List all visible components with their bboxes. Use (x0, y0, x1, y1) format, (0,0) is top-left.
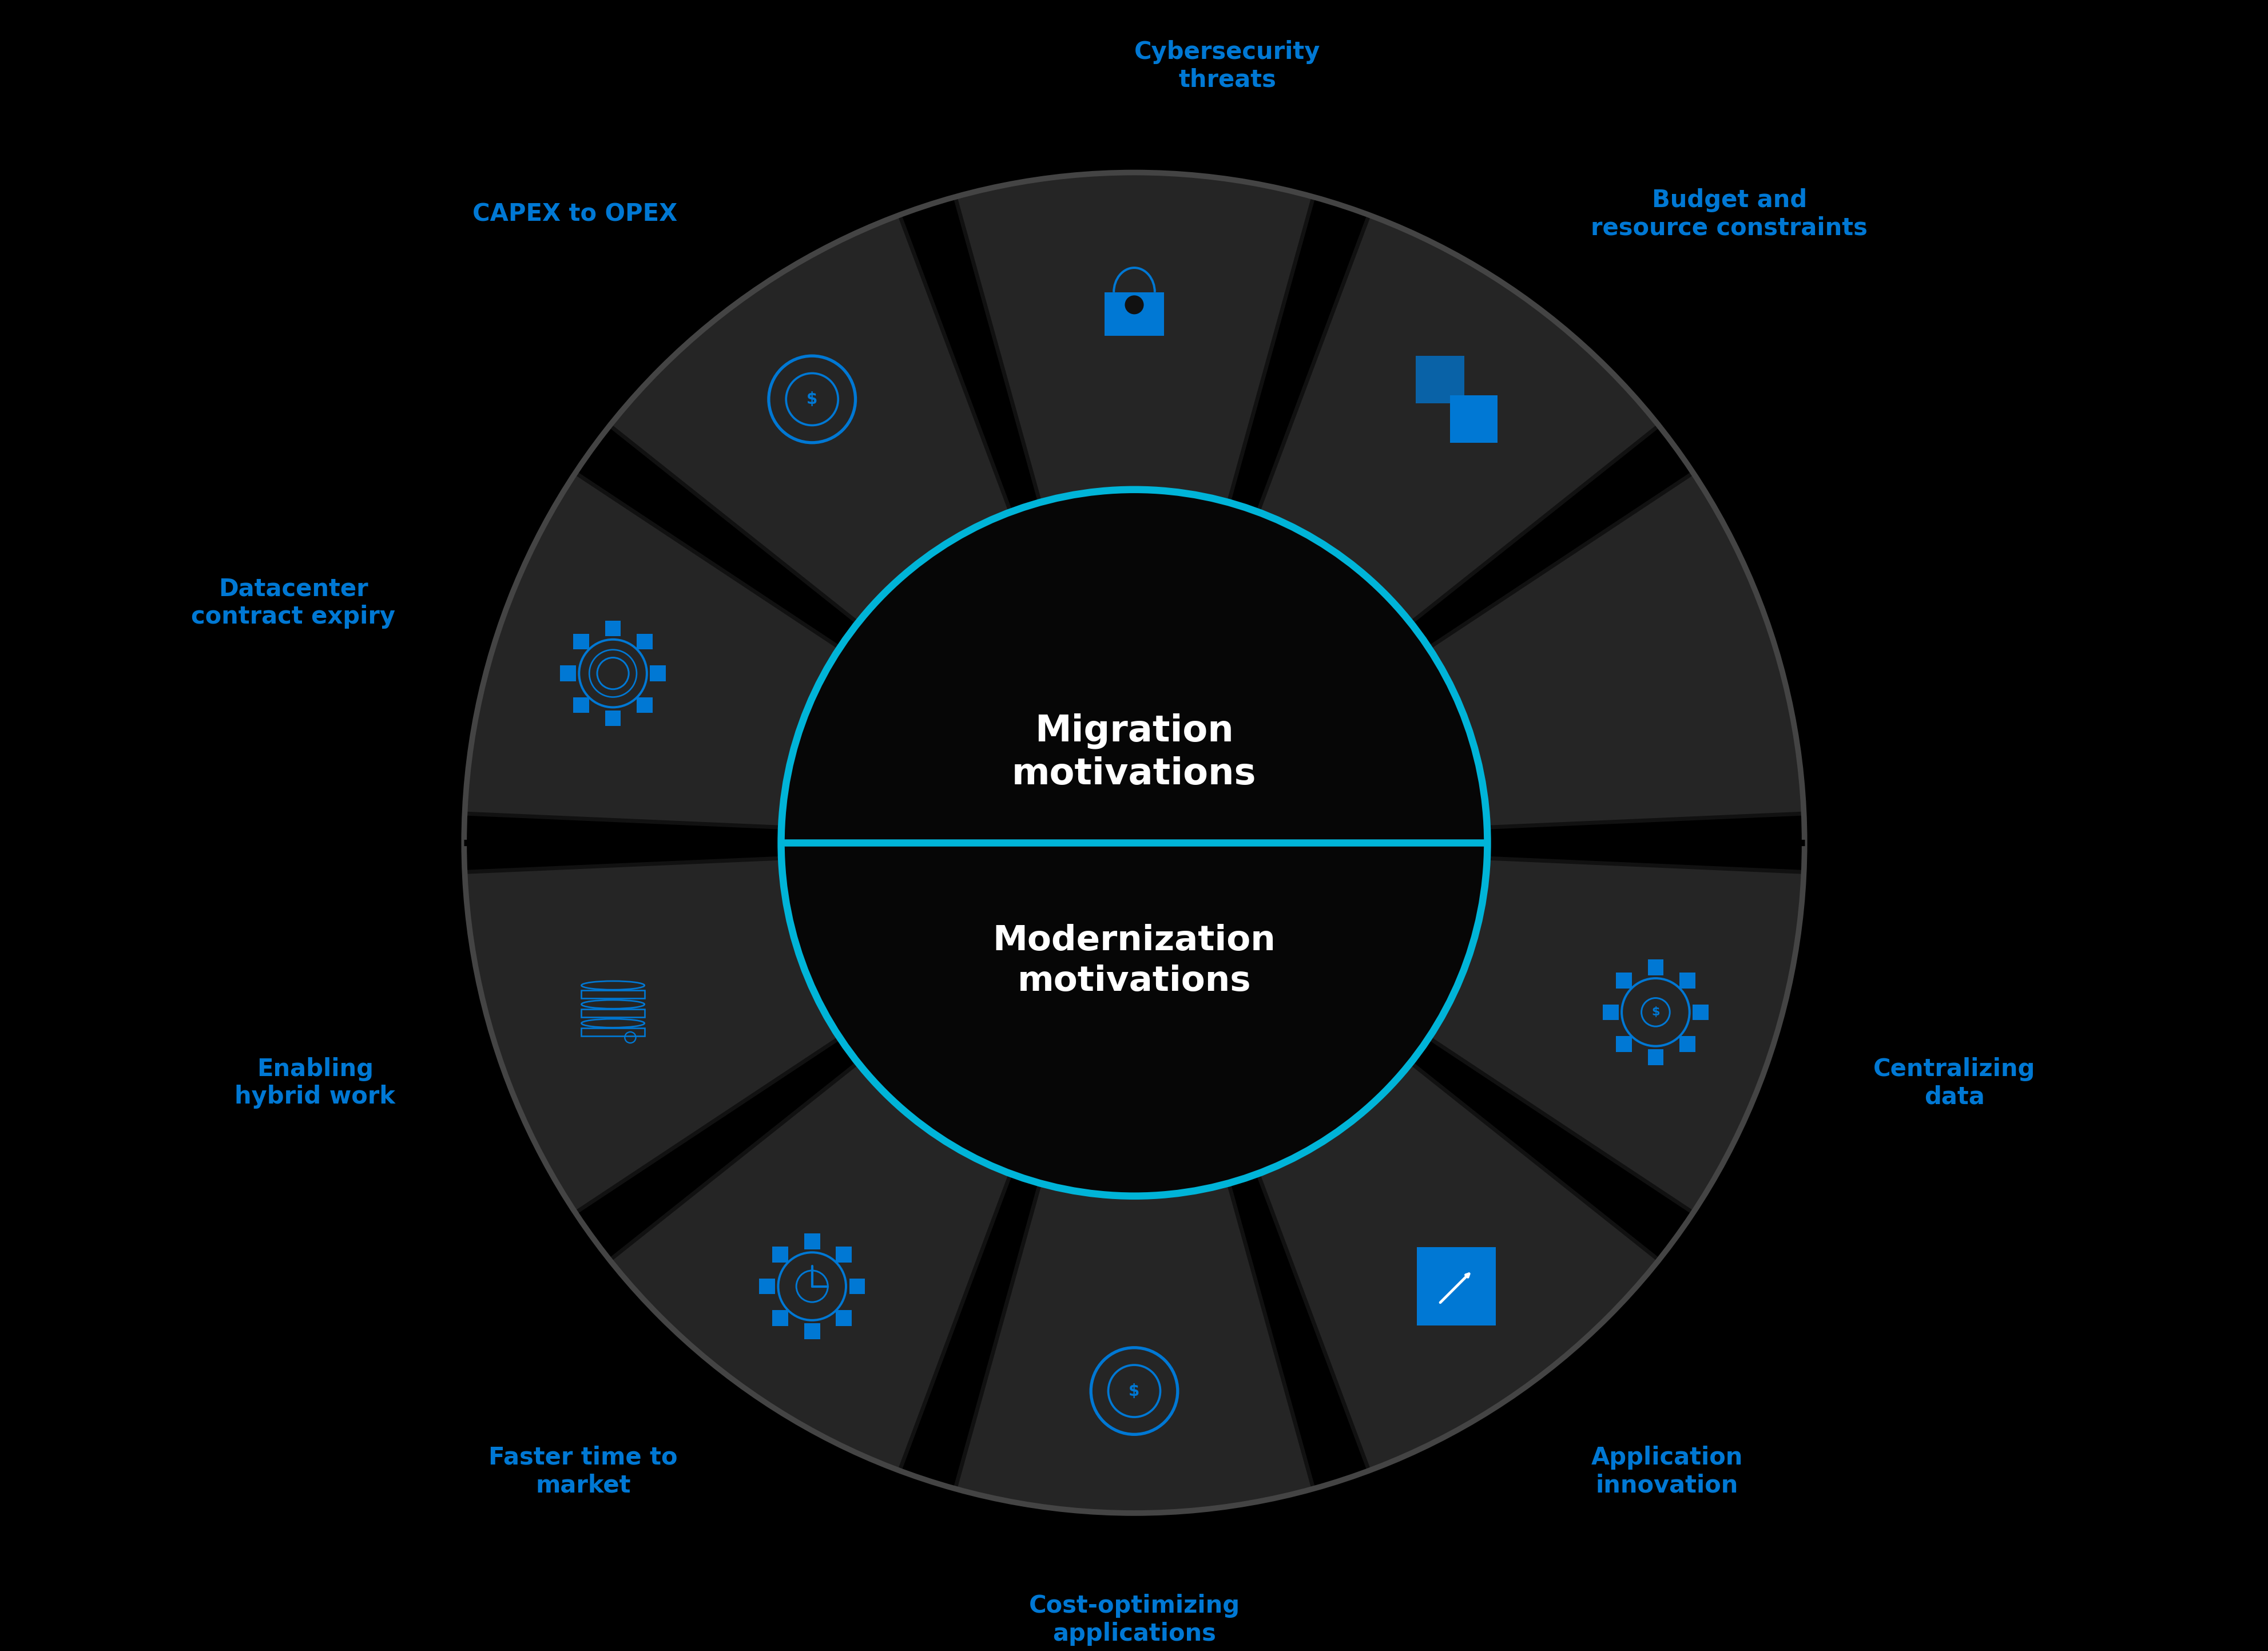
Circle shape (1125, 296, 1143, 314)
Text: Enabling
hybrid work: Enabling hybrid work (234, 1057, 395, 1109)
Bar (1418, 1247, 1495, 1326)
Wedge shape (465, 859, 839, 1213)
Wedge shape (1429, 472, 1803, 827)
Text: Datacenter
contract expiry: Datacenter contract expiry (191, 576, 395, 629)
Bar (803, 1233, 819, 1250)
Bar (771, 1247, 787, 1263)
Text: Migration
motivations: Migration motivations (1012, 713, 1256, 791)
Wedge shape (1259, 1063, 1658, 1471)
Bar (606, 710, 621, 726)
Bar (1449, 395, 1497, 442)
Bar (581, 991, 644, 997)
Bar (574, 634, 590, 649)
Bar (1105, 292, 1163, 335)
Bar (574, 697, 590, 713)
Bar (1678, 1037, 1694, 1052)
Bar (837, 1247, 850, 1263)
Bar (1692, 1004, 1708, 1020)
Text: Budget and
resource constraints: Budget and resource constraints (1590, 188, 1867, 239)
Bar (760, 1278, 776, 1294)
Bar (1647, 959, 1662, 976)
Wedge shape (465, 472, 839, 827)
Wedge shape (1259, 215, 1658, 622)
Text: $: $ (1129, 1384, 1139, 1398)
Bar (560, 665, 576, 682)
Bar (803, 1324, 819, 1339)
Bar (1603, 1004, 1617, 1020)
Circle shape (780, 490, 1488, 1195)
Text: $: $ (807, 391, 816, 408)
Bar (1615, 1037, 1631, 1052)
Wedge shape (955, 1184, 1313, 1512)
Bar (848, 1278, 864, 1294)
Text: Faster time to
market: Faster time to market (488, 1446, 678, 1497)
Wedge shape (1429, 859, 1803, 1213)
Text: $: $ (1651, 1007, 1660, 1019)
Bar (1647, 1050, 1662, 1065)
Text: Centralizing
data: Centralizing data (1873, 1057, 2034, 1109)
Bar (1415, 357, 1465, 403)
Bar (1615, 972, 1631, 989)
Bar (581, 1009, 644, 1017)
Text: Cybersecurity
threats: Cybersecurity threats (1134, 40, 1320, 91)
Wedge shape (955, 172, 1313, 502)
Text: CAPEX to OPEX: CAPEX to OPEX (472, 201, 678, 226)
Bar (637, 634, 653, 649)
Wedge shape (610, 1063, 1009, 1471)
Bar (771, 1311, 787, 1326)
Bar (651, 665, 665, 682)
Wedge shape (610, 215, 1009, 622)
Bar (837, 1311, 850, 1326)
Bar (606, 621, 621, 636)
Text: Cost-optimizing
applications: Cost-optimizing applications (1027, 1593, 1241, 1646)
Bar (1678, 972, 1694, 989)
Text: Application
innovation: Application innovation (1590, 1446, 1742, 1497)
Bar (637, 697, 653, 713)
Bar (581, 1029, 644, 1035)
Text: Modernization
motivations: Modernization motivations (993, 925, 1275, 999)
